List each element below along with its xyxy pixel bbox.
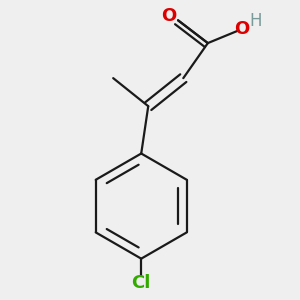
- Text: O: O: [161, 7, 176, 25]
- Text: Cl: Cl: [131, 274, 151, 292]
- Text: H: H: [249, 12, 261, 30]
- Text: O: O: [234, 20, 250, 38]
